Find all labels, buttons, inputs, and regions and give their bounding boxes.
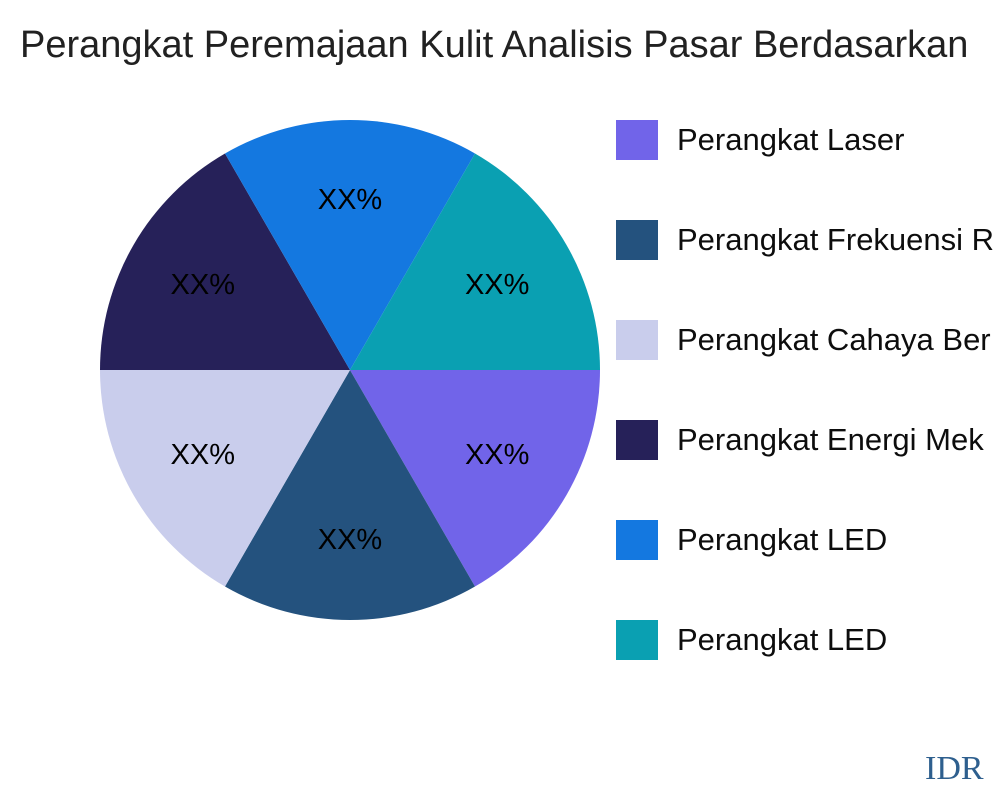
pie-value-label: XX% [171, 439, 235, 471]
legend-swatch [616, 320, 658, 360]
pie-slice [225, 370, 475, 621]
legend-item: Perangkat Frekuensi R [616, 220, 1000, 260]
legend-label: Perangkat Laser [677, 122, 905, 157]
legend-label: Perangkat Energi Mek [677, 422, 984, 457]
legend-item: Perangkat Energi Mek [616, 420, 1000, 460]
pie-value-label: XX% [465, 269, 529, 301]
legend-label: Perangkat LED [677, 522, 888, 557]
pie-value-label: XX% [171, 269, 235, 301]
chart-legend: Perangkat Laser Perangkat Frekuensi R Pera… [616, 120, 1000, 720]
pie-slice [100, 153, 350, 370]
legend-label: Perangkat Cahaya Ber [677, 322, 991, 357]
pie-value-label: XX% [318, 184, 382, 216]
legend-swatch [616, 520, 658, 560]
legend-label: Perangkat Frekuensi R [677, 222, 995, 257]
legend-item: Perangkat LED [616, 620, 1000, 660]
pie-chart: XX% XX% XX% XX% XX% XX% [100, 119, 600, 621]
pie-slice [350, 370, 600, 587]
legend-swatch [616, 120, 658, 160]
legend-swatch [616, 220, 658, 260]
pie-slice [100, 370, 350, 587]
legend-label: Perangkat LED [677, 622, 888, 657]
legend-item: Perangkat LED [616, 520, 1000, 560]
legend-swatch [616, 620, 658, 660]
chart-title: Perangkat Peremajaan Kulit Analisis Pasa… [20, 24, 969, 66]
pie-value-label: XX% [465, 439, 529, 471]
pie-value-label: XX% [318, 524, 382, 556]
pie-slice [225, 119, 475, 370]
watermark-idr: IDR [925, 750, 984, 787]
legend-item: Perangkat Cahaya Ber [616, 320, 1000, 360]
legend-swatch [616, 420, 658, 460]
legend-item: Perangkat Laser [616, 120, 1000, 160]
pie-slice [350, 153, 600, 370]
